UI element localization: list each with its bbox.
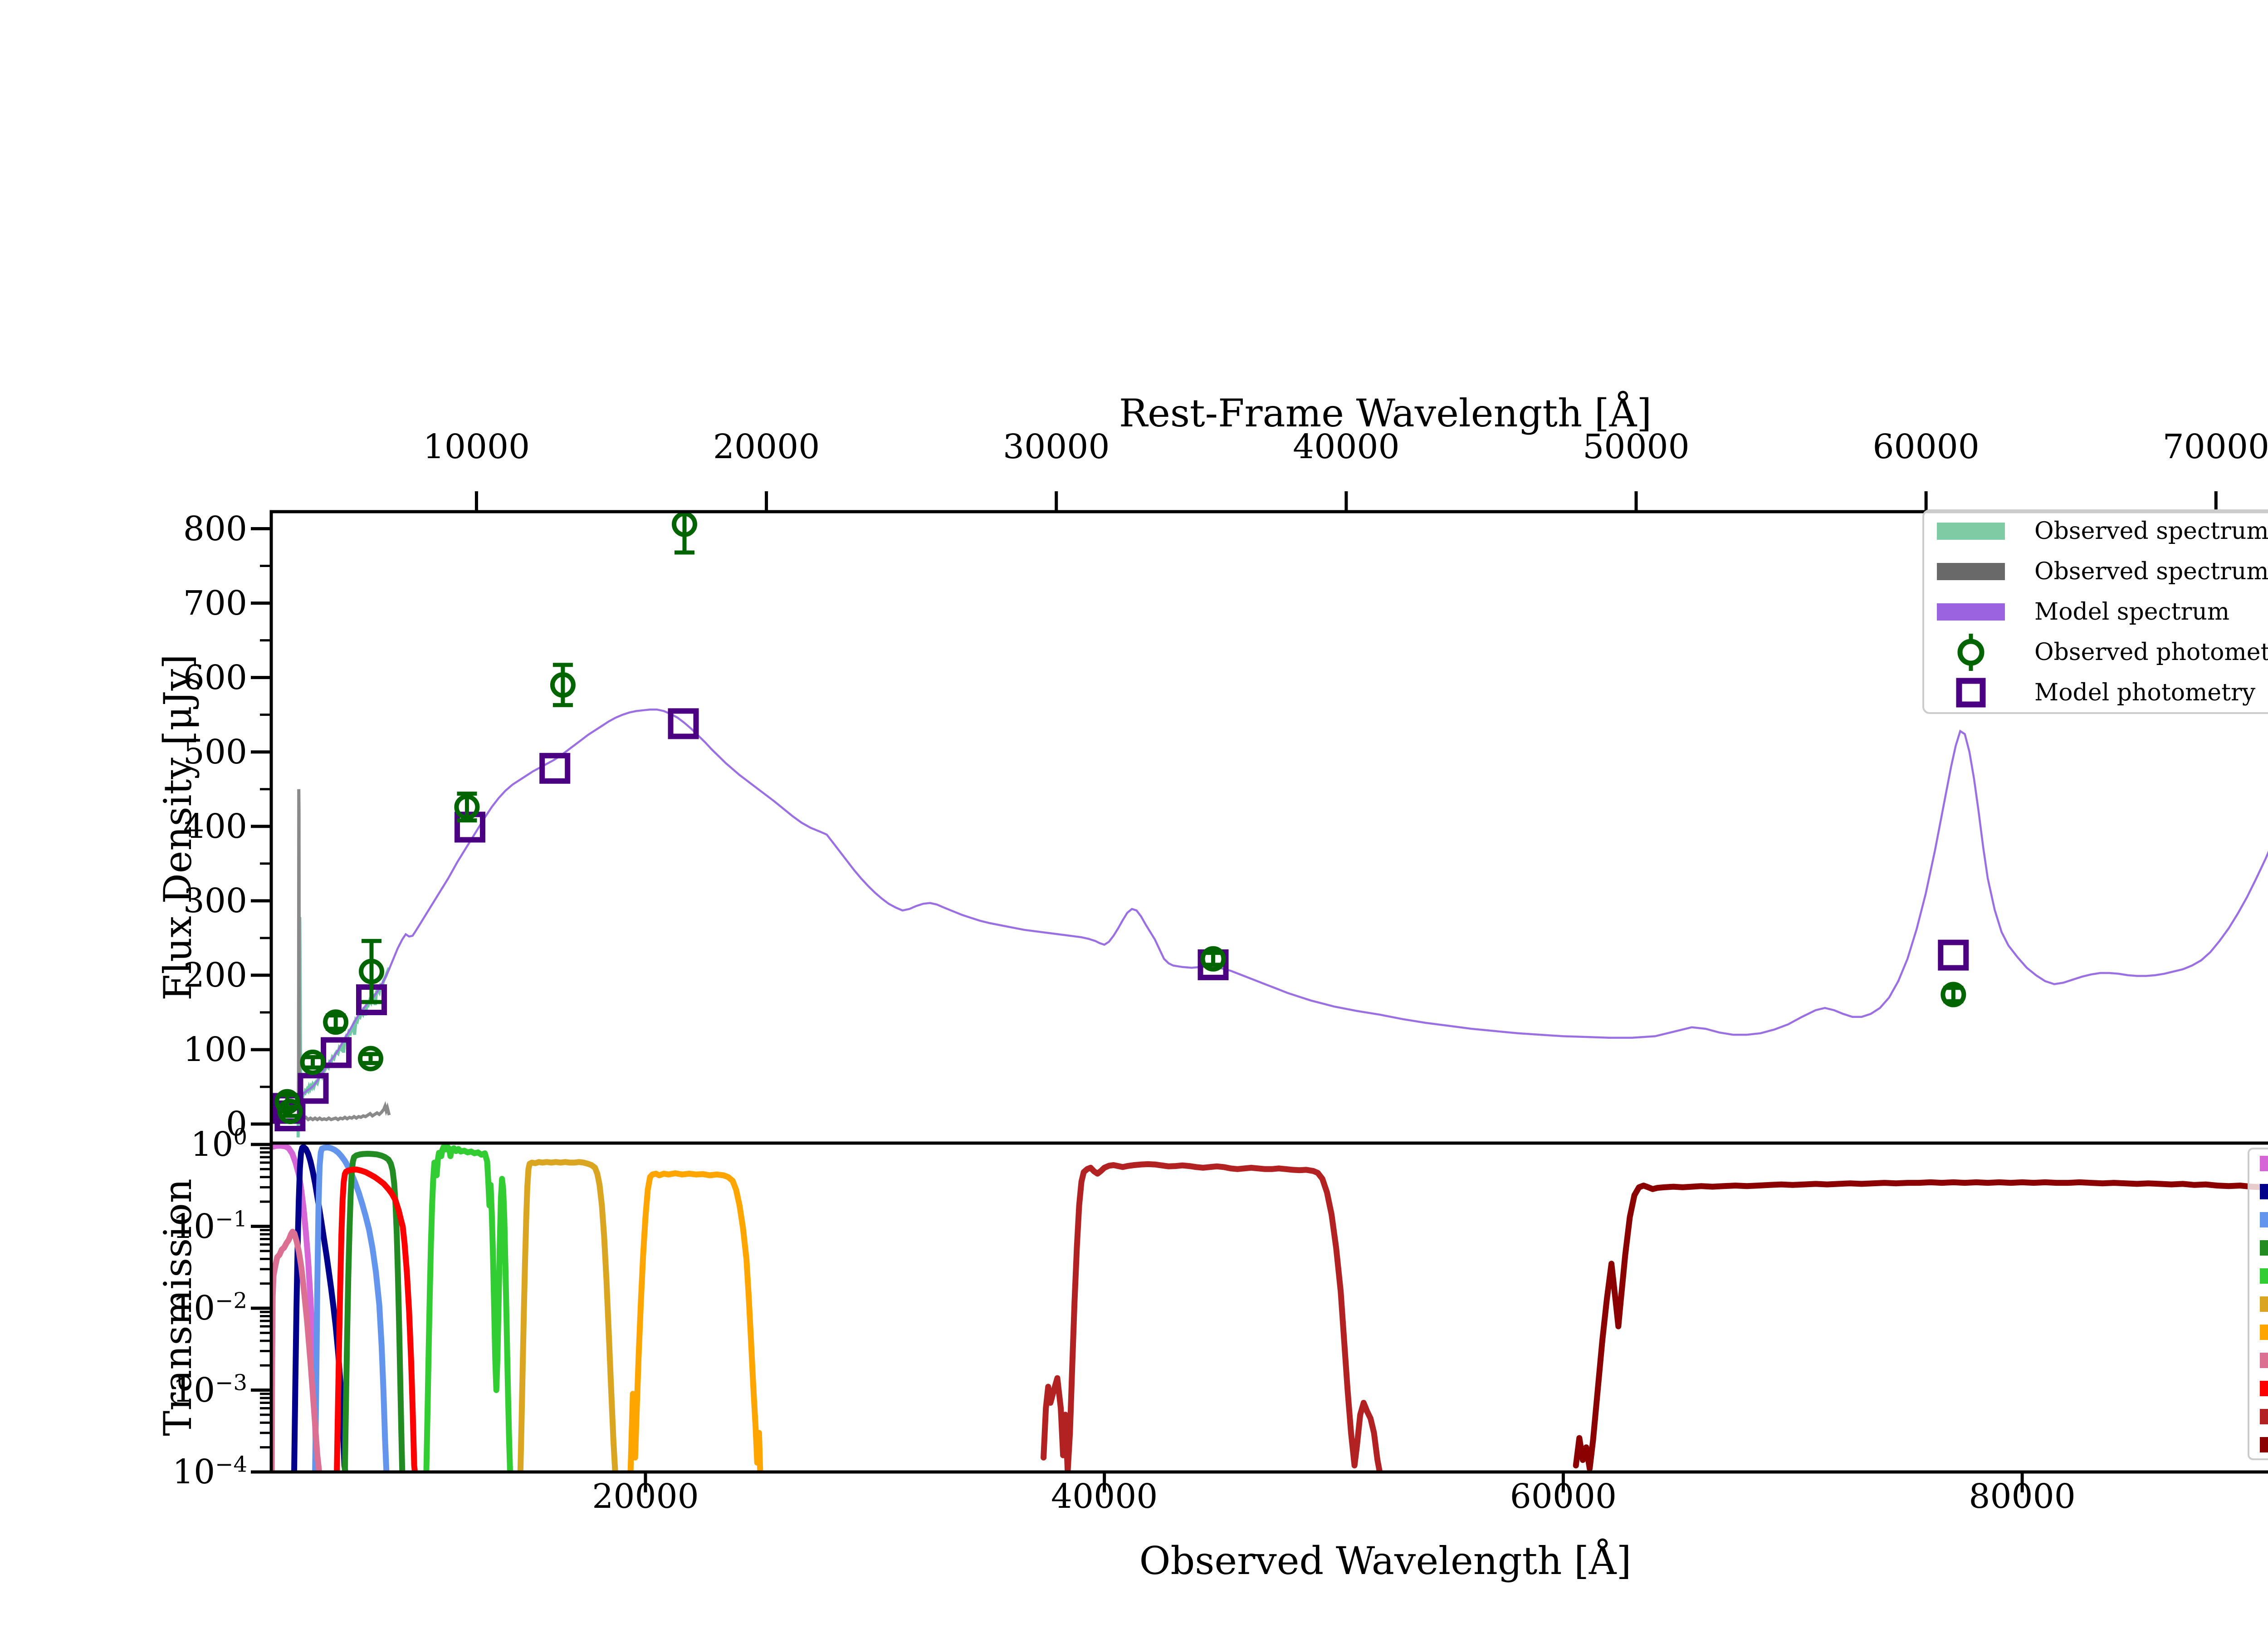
transmission-tick-label: 10−4 xyxy=(172,1452,247,1491)
square-marker-icon xyxy=(1956,678,1986,707)
filter-curve-Spitzer-Ch-4 xyxy=(1573,1179,2268,1472)
observed-photometry-point xyxy=(300,1049,326,1075)
flux-tick-label: 400 xyxy=(183,807,247,846)
legend-item-model-spectrum: Model spectrum xyxy=(1923,592,2268,632)
observed-photometry-point xyxy=(357,1046,383,1071)
model-photometry-marker xyxy=(539,753,571,784)
circle-marker-icon xyxy=(1957,633,1984,671)
filter-curve-450W xyxy=(271,1228,323,1472)
filter-H-swatch xyxy=(2260,1296,2268,1312)
uncertainty-swatch xyxy=(1937,562,2005,580)
legend-item-filter-B: B xyxy=(2248,1149,2268,1178)
transmission-tick-label: 10−3 xyxy=(172,1369,247,1410)
rest-frame-tick-label: 60000 xyxy=(1872,427,1980,466)
filter-I-swatch xyxy=(2260,1240,2268,1256)
flux-tick-label: 200 xyxy=(183,955,247,995)
filter-curve-F814W xyxy=(334,1166,418,1472)
legend-item-filter-I: I xyxy=(2248,1234,2268,1262)
filter-V-swatch xyxy=(2260,1183,2268,1199)
filter-450W-swatch xyxy=(2260,1352,2268,1368)
flux-tick-label: 100 xyxy=(183,1030,247,1069)
filter-legend: B V R I J H K 450W F814W Spitzer - Ch 2 … xyxy=(2248,1149,2268,1459)
filter-F814W-swatch xyxy=(2260,1380,2268,1396)
filter-curve-J xyxy=(423,1143,513,1472)
observed-spectrum-swatch xyxy=(1937,522,2005,540)
rest-frame-tick-label: 20000 xyxy=(713,427,820,466)
transmission-tick-label: 10−1 xyxy=(172,1206,247,1246)
observed-tick-label: 60000 xyxy=(1510,1477,1617,1516)
observed-photometry-point xyxy=(550,663,576,707)
flux-tick-label: 300 xyxy=(183,881,247,920)
flux-tick-label: 800 xyxy=(183,509,247,548)
legend-item-filter-K: K xyxy=(2248,1318,2268,1346)
filter-curve-Spitzer-Ch-2 xyxy=(1041,1161,1383,1472)
filter-spitzer-ch4-swatch xyxy=(2260,1437,2268,1452)
spectrum-legend: Observed spectrum Observed spectrum unce… xyxy=(1923,510,2268,713)
filter-J-swatch xyxy=(2260,1268,2268,1284)
observed-photometry-point xyxy=(672,512,697,555)
observed-photometry-marker-icon xyxy=(1937,633,2005,671)
legend-item-observed-photometry: Observed photometry xyxy=(1923,632,2268,672)
model-photometry-marker xyxy=(298,1073,329,1104)
legend-label: Observed spectrum uncertainty xyxy=(2034,557,2268,585)
rest-frame-tick-label: 70000 xyxy=(2162,427,2268,466)
model-spectrum-line xyxy=(271,708,2268,1123)
legend-item-filter-F814W: F814W xyxy=(2248,1374,2268,1403)
model-spectrum-swatch xyxy=(1937,603,2005,621)
observed-tick-label: 40000 xyxy=(1051,1477,1158,1516)
rest-frame-tick-label: 40000 xyxy=(1293,427,1400,466)
legend-label: Model spectrum xyxy=(2034,598,2230,626)
observed-photometry-point xyxy=(323,1009,349,1035)
flux-tick-label: 500 xyxy=(183,732,247,772)
rest-frame-tick-label: 50000 xyxy=(1583,427,1690,466)
filter-curve-R xyxy=(312,1144,390,1472)
legend-item-filter-V: V xyxy=(2248,1178,2268,1206)
rest-frame-tick-label: 30000 xyxy=(1003,427,1110,466)
filter-curve-I xyxy=(342,1151,406,1472)
legend-label: Model photometry xyxy=(2034,679,2256,706)
model-photometry-marker xyxy=(455,812,485,843)
legend-item-uncertainty: Observed spectrum uncertainty xyxy=(1923,551,2268,592)
legend-label: Observed spectrum xyxy=(2034,517,2268,545)
legend-item-filter-J: J xyxy=(2248,1262,2268,1290)
observed-photometry-point xyxy=(277,1099,303,1125)
legend-item-model-photometry: Model photometry xyxy=(1923,672,2268,713)
transmission-tick-label: 10−2 xyxy=(172,1288,247,1328)
observed-axis-title: Observed Wavelength [Å] xyxy=(1139,1539,1632,1583)
filter-R-swatch xyxy=(2260,1212,2268,1227)
legend-item-filter-H: H xyxy=(2248,1290,2268,1318)
filter-curve-K xyxy=(627,1170,763,1472)
model-photometry-marker xyxy=(668,708,699,739)
spectrum-legend-box xyxy=(1922,509,2268,714)
transmission-panel-frame xyxy=(269,1141,2268,1474)
flux-tick-label: 0 xyxy=(225,1105,247,1144)
observed-tick-label: 80000 xyxy=(1969,1477,2076,1516)
transmission-tick-label: 100 xyxy=(191,1124,247,1164)
model-photometry-marker-icon xyxy=(1937,678,2005,707)
model-photometry-marker xyxy=(321,1037,352,1068)
legend-label: Observed photometry xyxy=(2034,638,2268,666)
legend-item-observed-spectrum: Observed spectrum xyxy=(1923,511,2268,551)
observed-photometry-point xyxy=(1200,946,1226,972)
observed-photometry-point xyxy=(454,792,480,823)
legend-item-filter-450W: 450W xyxy=(2248,1346,2268,1374)
legend-item-filter-spitzer-ch4: Spitzer - Ch 4 xyxy=(2248,1431,2268,1459)
legend-item-filter-spitzer-ch2: Spitzer - Ch 2 xyxy=(2248,1403,2268,1431)
rest-frame-axis-title: Rest-Frame Wavelength [Å] xyxy=(1119,391,1652,435)
filter-spitzer-ch2-swatch xyxy=(2260,1408,2268,1424)
filter-B-swatch xyxy=(2260,1155,2268,1171)
observed-tick-label: 20000 xyxy=(592,1477,699,1516)
flux-tick-label: 600 xyxy=(183,658,247,697)
rest-frame-tick-label: 10000 xyxy=(423,427,530,466)
flux-tick-label: 700 xyxy=(183,583,247,623)
observed-photometry-point xyxy=(359,939,385,1004)
model-photometry-marker xyxy=(1938,939,1969,971)
observed-photometry-point xyxy=(1941,982,1966,1007)
filter-curve-H xyxy=(517,1159,618,1472)
legend-item-filter-R: R xyxy=(2248,1206,2268,1234)
filter-K-swatch xyxy=(2260,1324,2268,1340)
